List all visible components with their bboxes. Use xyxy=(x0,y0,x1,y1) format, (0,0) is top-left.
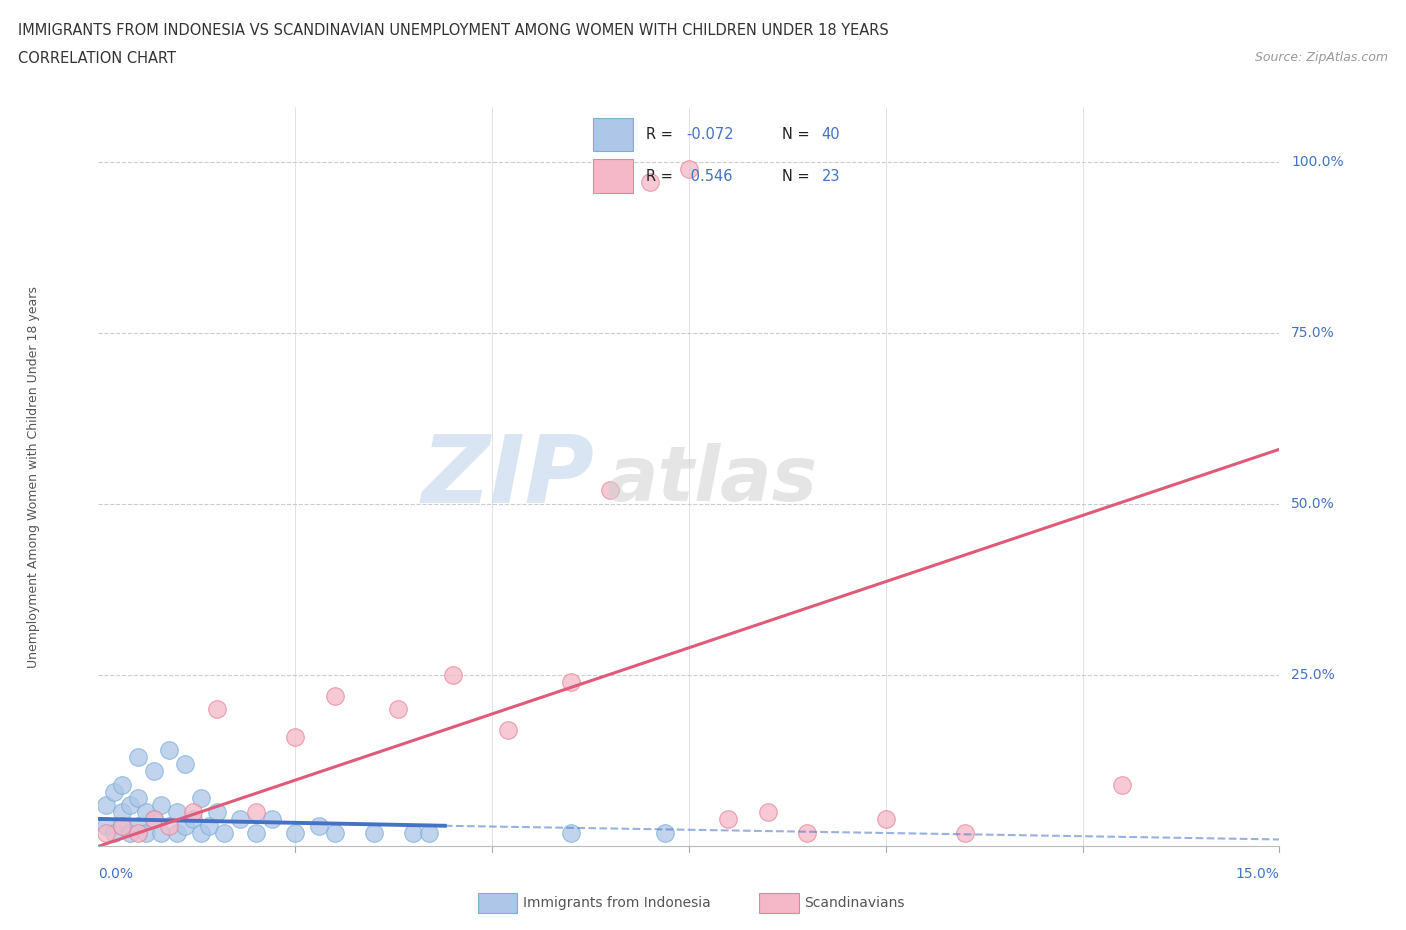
Text: R =: R = xyxy=(647,168,678,183)
Text: N =: N = xyxy=(782,127,814,142)
Bar xyxy=(593,159,633,193)
Text: -0.072: -0.072 xyxy=(686,127,734,142)
Point xyxy=(402,825,425,840)
Point xyxy=(229,812,252,827)
Point xyxy=(103,825,125,840)
Text: Immigrants from Indonesia: Immigrants from Indonesia xyxy=(523,896,711,910)
Point xyxy=(197,818,219,833)
Bar xyxy=(593,118,633,152)
Point xyxy=(245,804,267,819)
Text: N =: N = xyxy=(782,168,814,183)
Text: Scandinavians: Scandinavians xyxy=(804,896,904,910)
Point xyxy=(284,729,307,744)
Text: 0.546: 0.546 xyxy=(686,168,733,183)
Text: Source: ZipAtlas.com: Source: ZipAtlas.com xyxy=(1254,51,1388,64)
Point xyxy=(174,818,197,833)
Point xyxy=(638,175,661,190)
Point xyxy=(127,818,149,833)
Point xyxy=(166,825,188,840)
Point xyxy=(150,825,173,840)
Text: 100.0%: 100.0% xyxy=(1291,154,1344,168)
Point xyxy=(111,804,134,819)
Point xyxy=(174,757,197,772)
Point xyxy=(135,825,157,840)
Point xyxy=(142,764,165,778)
Point xyxy=(135,804,157,819)
Point xyxy=(560,825,582,840)
Point xyxy=(127,825,149,840)
Point xyxy=(166,804,188,819)
Text: 23: 23 xyxy=(821,168,839,183)
Point xyxy=(387,702,409,717)
Point xyxy=(111,818,134,833)
Point xyxy=(127,750,149,764)
Point xyxy=(96,798,118,813)
Point xyxy=(953,825,976,840)
Point xyxy=(796,825,818,840)
Point xyxy=(181,804,204,819)
Text: CORRELATION CHART: CORRELATION CHART xyxy=(18,51,176,66)
Point xyxy=(103,784,125,799)
Point xyxy=(654,825,676,840)
Text: 25.0%: 25.0% xyxy=(1291,668,1336,682)
Point xyxy=(96,818,118,833)
Point xyxy=(599,483,621,498)
Text: 40: 40 xyxy=(821,127,839,142)
Point xyxy=(560,674,582,689)
Point xyxy=(1111,777,1133,792)
Point xyxy=(142,812,165,827)
Point xyxy=(190,790,212,805)
Text: Unemployment Among Women with Children Under 18 years: Unemployment Among Women with Children U… xyxy=(27,286,39,668)
Point xyxy=(678,161,700,176)
Text: atlas: atlas xyxy=(606,444,817,517)
Point xyxy=(284,825,307,840)
Text: 0.0%: 0.0% xyxy=(98,867,134,881)
Point xyxy=(245,825,267,840)
Point xyxy=(717,812,740,827)
Point xyxy=(205,804,228,819)
Point xyxy=(96,825,118,840)
Point xyxy=(363,825,385,840)
Point xyxy=(441,668,464,683)
Point xyxy=(190,825,212,840)
Point xyxy=(181,812,204,827)
Point xyxy=(875,812,897,827)
Text: 15.0%: 15.0% xyxy=(1236,867,1279,881)
Text: R =: R = xyxy=(647,127,678,142)
Point xyxy=(418,825,440,840)
Point xyxy=(127,790,149,805)
Point xyxy=(308,818,330,833)
Point xyxy=(214,825,236,840)
Point xyxy=(323,825,346,840)
Text: 75.0%: 75.0% xyxy=(1291,326,1336,339)
Point xyxy=(756,804,779,819)
Point xyxy=(142,812,165,827)
Point xyxy=(323,688,346,703)
Point xyxy=(111,818,134,833)
Point xyxy=(205,702,228,717)
Text: ZIP: ZIP xyxy=(422,431,595,523)
Point xyxy=(157,743,180,758)
Text: 50.0%: 50.0% xyxy=(1291,497,1336,511)
Point xyxy=(260,812,283,827)
Point xyxy=(111,777,134,792)
Point xyxy=(496,723,519,737)
Text: IMMIGRANTS FROM INDONESIA VS SCANDINAVIAN UNEMPLOYMENT AMONG WOMEN WITH CHILDREN: IMMIGRANTS FROM INDONESIA VS SCANDINAVIA… xyxy=(18,23,889,38)
Point xyxy=(118,825,141,840)
Point xyxy=(150,798,173,813)
Point xyxy=(157,818,180,833)
Point xyxy=(118,798,141,813)
